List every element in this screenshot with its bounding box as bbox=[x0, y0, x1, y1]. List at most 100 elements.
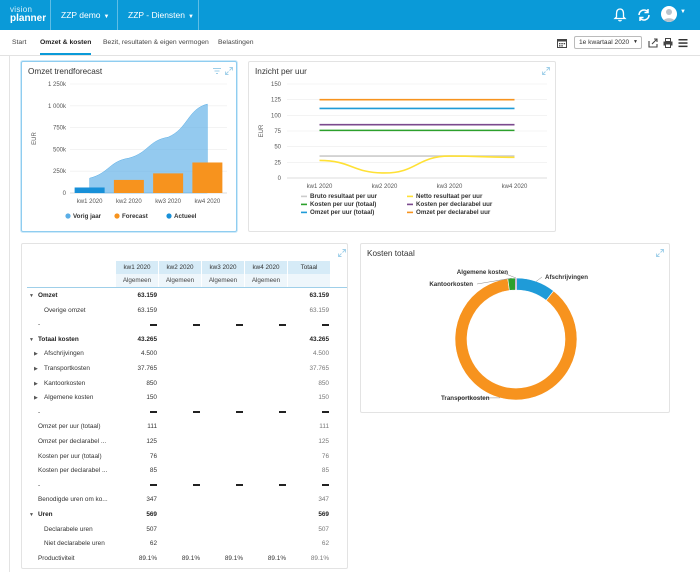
table-cell: 85 bbox=[149, 467, 157, 475]
row-label: Afschrijvingen bbox=[44, 350, 84, 358]
table-header: kw1 2020 Algemeen kw2 2020 Algemeen kw3 2020… bbox=[22, 261, 349, 289]
tab-omzet-kosten[interactable]: Omzet & kosten bbox=[40, 30, 92, 55]
dash-separator bbox=[322, 484, 329, 487]
table-cell: 850 bbox=[146, 379, 157, 387]
y-tick-label: 750k bbox=[53, 126, 67, 132]
table-cell: 63.159 bbox=[137, 292, 157, 299]
table-row: Declarabele uren 507 507 bbox=[22, 523, 344, 538]
table-cell: 43.265 bbox=[137, 335, 157, 343]
chevron-right-icon[interactable]: ▶ bbox=[34, 366, 38, 372]
legend-marker bbox=[301, 203, 307, 206]
trend-panel[interactable]: Omzet trendforecast 0 250k 500k 750k 1 000k 1… bbox=[21, 61, 237, 232]
table-row[interactable]: ▼ Uren 569 569 bbox=[22, 508, 344, 523]
logo-bottom: planner bbox=[10, 13, 47, 24]
avatar[interactable] bbox=[661, 6, 677, 22]
table-cell: 850 bbox=[318, 379, 329, 387]
x-tick-label: kw4 2020 bbox=[195, 199, 221, 205]
uur-panel[interactable]: Inzicht per uur 0 25 50 75 100 125 150 EUR kw1 2… bbox=[248, 61, 556, 232]
table-row[interactable]: ▼ Omzet 63.159 63.159 bbox=[22, 289, 344, 304]
table-cell bbox=[162, 333, 200, 348]
table-cell bbox=[205, 420, 243, 435]
table-cell bbox=[205, 450, 243, 465]
y-tick-label: 0 bbox=[63, 191, 67, 197]
chevron-down-icon[interactable]: ▼ bbox=[29, 336, 34, 343]
row-label: - bbox=[38, 481, 41, 489]
user-icon bbox=[663, 9, 675, 22]
x-tick-label: kw1 2020 bbox=[77, 199, 103, 205]
table-cell: 63.159 bbox=[309, 306, 329, 314]
bar-actueel bbox=[74, 187, 105, 193]
menu-icon[interactable] bbox=[678, 38, 688, 48]
tab-bezit[interactable]: Bezit, resultaten & eigen vermogen bbox=[103, 39, 209, 46]
tab-start[interactable]: Start bbox=[12, 39, 27, 46]
table-row[interactable]: ▶ Kantoorkosten 850 850 bbox=[22, 377, 344, 392]
legend-marker bbox=[65, 213, 71, 219]
legend-item: Omzet per uur (totaal) bbox=[310, 209, 374, 216]
table-row[interactable]: ▶ Transportkosten 37.765 37.765 bbox=[22, 362, 344, 377]
expand-icon[interactable] bbox=[225, 67, 233, 75]
series-line bbox=[319, 155, 515, 174]
table-cell: 125 bbox=[146, 438, 157, 445]
x-tick-label: kw2 2020 bbox=[372, 184, 398, 190]
chevron-right-icon[interactable]: ▶ bbox=[34, 395, 38, 402]
print-icon[interactable] bbox=[663, 38, 673, 48]
legend-item: Netto resultaat per uur bbox=[416, 193, 483, 200]
pie-slice bbox=[514, 277, 517, 291]
table-cell: 89.1% bbox=[310, 554, 329, 562]
chevron-right-icon[interactable]: ▶ bbox=[34, 351, 38, 358]
logo[interactable]: vision planner bbox=[10, 5, 47, 24]
table-row[interactable]: ▶ Afschrijvingen 4.500 4.500 bbox=[22, 347, 344, 362]
table-cell: 150 bbox=[146, 394, 157, 402]
table-cell bbox=[162, 318, 200, 333]
table-cell bbox=[119, 479, 157, 494]
period-select[interactable]: 1e kwartaal 2020 ▼ bbox=[574, 36, 642, 49]
expand-icon[interactable] bbox=[656, 249, 664, 257]
workspace-dropdown[interactable]: ZZP demo ▼ bbox=[61, 0, 109, 30]
logo-top: vision bbox=[10, 5, 33, 14]
table-cell bbox=[162, 406, 200, 421]
y-axis-label: EUR bbox=[259, 124, 265, 137]
filter-icon[interactable] bbox=[213, 67, 221, 75]
dash-separator bbox=[236, 484, 243, 487]
table-cell bbox=[248, 333, 286, 348]
export-icon[interactable] bbox=[648, 38, 658, 48]
dash-separator bbox=[193, 411, 200, 414]
chevron-right-icon[interactable]: ▶ bbox=[34, 380, 38, 387]
dash-separator bbox=[150, 411, 157, 414]
table-cell bbox=[119, 406, 157, 421]
table-cell: 89.1% bbox=[267, 554, 286, 562]
slice-label: Algemene kosten bbox=[457, 269, 508, 276]
dash-separator bbox=[322, 323, 329, 326]
y-tick-label: 25 bbox=[274, 160, 281, 166]
table-row: Benodigde uren om ko... 347 347 bbox=[22, 493, 344, 508]
bell-icon[interactable] bbox=[612, 7, 628, 23]
chevron-down-icon[interactable]: ▼ bbox=[29, 512, 34, 518]
table-cell: 76 bbox=[321, 452, 329, 460]
row-label: Kosten per declarabel ... bbox=[38, 467, 108, 475]
chevron-down-icon[interactable]: ▼ bbox=[680, 9, 686, 15]
tab-belastingen[interactable]: Belastingen bbox=[218, 39, 254, 46]
scenario-dropdown[interactable]: ZZP - Diensten ▼ bbox=[128, 0, 194, 30]
table-cell: 569 bbox=[318, 511, 329, 518]
column-header: Totaal bbox=[288, 261, 331, 274]
tab-bar: Start Omzet & kosten Bezit, resultaten &… bbox=[0, 30, 700, 56]
table-cell bbox=[205, 537, 243, 552]
expand-icon[interactable] bbox=[338, 249, 346, 257]
y-tick-label: 75 bbox=[274, 129, 281, 135]
row-label: Totaal kosten bbox=[38, 335, 79, 343]
legend-marker bbox=[407, 211, 413, 214]
row-label: Kosten per uur (totaal) bbox=[38, 452, 102, 460]
dash-separator bbox=[279, 323, 286, 326]
legend-marker bbox=[407, 195, 413, 198]
calendar-icon[interactable] bbox=[557, 38, 567, 48]
bar-forecast bbox=[113, 179, 144, 193]
kosten-panel[interactable]: Kosten totaal Afschrijvingen Transportkos… bbox=[360, 243, 670, 413]
table-cell: 89.1% bbox=[181, 554, 200, 562]
refresh-icon[interactable] bbox=[636, 7, 652, 23]
expand-icon[interactable] bbox=[542, 67, 550, 75]
table-row[interactable]: ▶ Algemene kosten 150 150 bbox=[22, 391, 344, 406]
row-label: Productiviteit bbox=[38, 554, 75, 562]
row-label: Transportkosten bbox=[44, 365, 90, 372]
table-row[interactable]: ▼ Totaal kosten 43.265 43.265 bbox=[22, 333, 344, 348]
chevron-down-icon[interactable]: ▼ bbox=[29, 293, 34, 299]
